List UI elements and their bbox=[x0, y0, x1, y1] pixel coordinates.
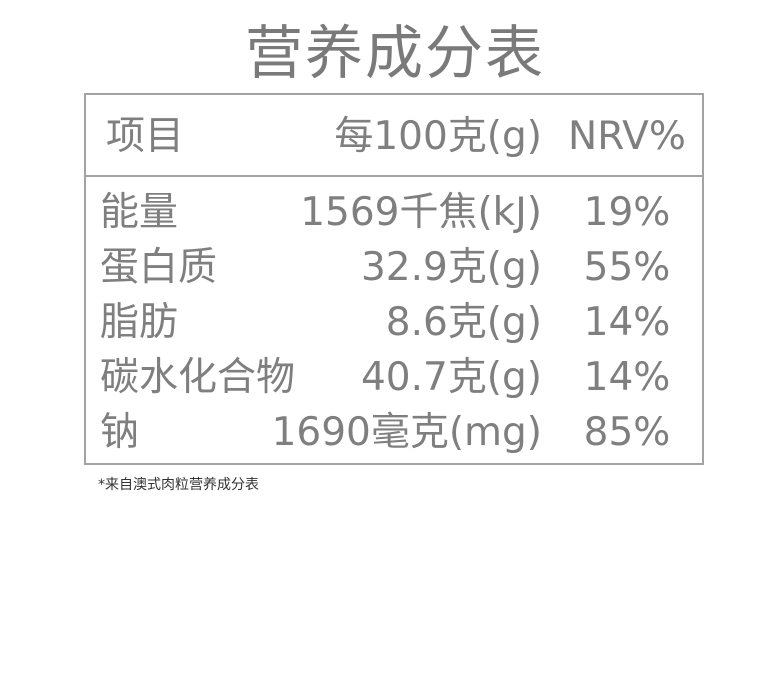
row-per100: 32.9克(g) bbox=[360, 245, 542, 290]
row-per100: 1690毫克(mg) bbox=[271, 410, 542, 455]
row-per100: 8.6克(g) bbox=[385, 300, 542, 345]
table-row: 能量 1569千焦(kJ) 19% bbox=[86, 185, 702, 240]
row-item: 碳水化合物 bbox=[100, 355, 296, 400]
header-nrv: NRV% bbox=[568, 114, 686, 159]
nutrition-table: 项目 每100克(g) NRV% 能量 1569千焦(kJ) 19% 蛋白质 3… bbox=[84, 93, 704, 465]
row-item: 钠 bbox=[100, 410, 140, 455]
row-nrv: 55% bbox=[583, 245, 671, 290]
table-row: 钠 1690毫克(mg) 85% bbox=[86, 405, 702, 460]
page-title: 营养成分表 bbox=[244, 19, 545, 87]
table-row: 蛋白质 32.9克(g) 55% bbox=[86, 240, 702, 295]
row-per100: 1569千焦(kJ) bbox=[300, 190, 542, 235]
table-row: 碳水化合物 40.7克(g) 14% bbox=[86, 350, 702, 405]
row-nrv: 19% bbox=[583, 190, 671, 235]
table-header: 项目 每100克(g) NRV% bbox=[86, 95, 702, 177]
row-item: 蛋白质 bbox=[100, 245, 218, 290]
header-per100: 每100克(g) bbox=[334, 114, 542, 159]
row-per100: 40.7克(g) bbox=[360, 355, 542, 400]
row-item: 能量 bbox=[100, 190, 179, 235]
header-item: 项目 bbox=[106, 114, 185, 159]
row-item: 脂肪 bbox=[100, 300, 179, 345]
footnote: *来自澳式肉粒营养成分表 bbox=[98, 477, 259, 493]
table-row: 脂肪 8.6克(g) 14% bbox=[86, 295, 702, 350]
row-nrv: 85% bbox=[583, 410, 671, 455]
row-nrv: 14% bbox=[583, 300, 671, 345]
row-nrv: 14% bbox=[583, 355, 671, 400]
